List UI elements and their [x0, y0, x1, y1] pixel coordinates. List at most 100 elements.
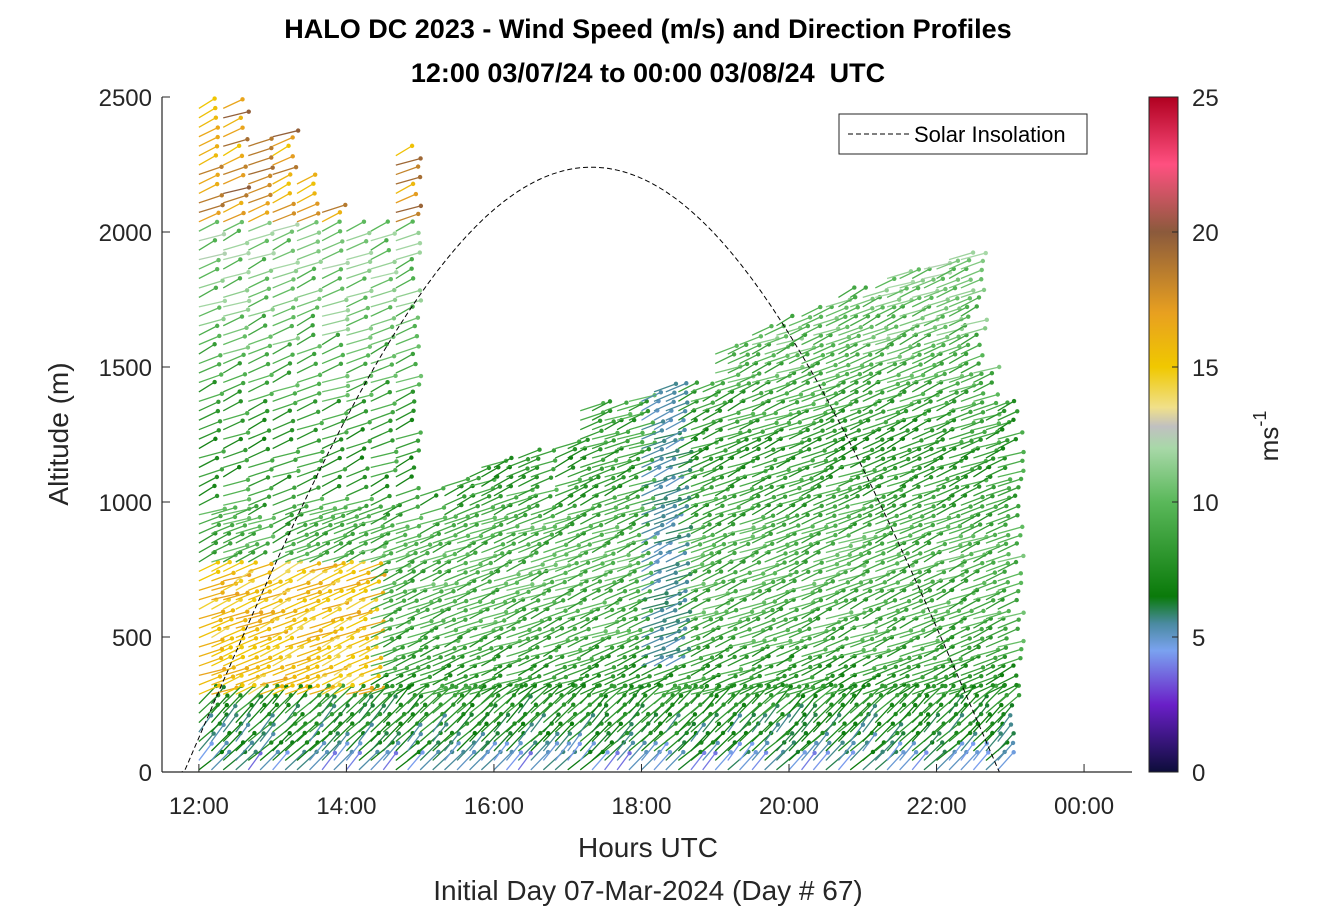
wind-vector-head: [304, 504, 309, 509]
wind-vector-head: [718, 654, 724, 659]
wind-vector: [333, 742, 348, 761]
wind-vector: [309, 542, 329, 554]
wind-vector: [506, 583, 533, 591]
wind-vector-head: [747, 570, 752, 576]
wind-vector: [333, 552, 353, 563]
wind-vector-head: [756, 446, 761, 452]
wind-vector-head: [363, 664, 369, 669]
wind-vector: [272, 610, 296, 620]
wind-vector-head: [722, 495, 727, 500]
wind-vector-head: [266, 286, 272, 291]
wind-vector-head: [337, 455, 342, 461]
wind-vector-head: [882, 466, 888, 472]
wind-vector-head: [873, 629, 878, 634]
wind-vector: [678, 570, 696, 582]
wind-vector: [235, 533, 255, 544]
wind-vector: [640, 742, 657, 761]
wind-vector-head: [415, 164, 421, 169]
wind-vector-head: [635, 589, 641, 594]
wind-vector-head: [831, 343, 836, 348]
wind-vector: [222, 315, 243, 327]
wind-vector: [247, 324, 266, 336]
wind-vector: [628, 705, 644, 724]
wind-vector-head: [463, 560, 468, 566]
wind-vector: [248, 175, 271, 185]
wind-vector: [653, 439, 676, 450]
wind-vector: [469, 591, 494, 601]
wind-vector: [248, 429, 270, 440]
wind-vector-head: [410, 219, 415, 224]
wind-vector: [444, 571, 466, 582]
wind-vector-head: [510, 702, 515, 707]
wind-vector: [678, 543, 701, 554]
wind-vector: [591, 723, 611, 743]
wind-vector: [395, 258, 413, 270]
wind-vector-head: [310, 323, 315, 328]
wind-vector-head: [418, 430, 423, 435]
wind-vector: [580, 411, 604, 421]
wind-vector: [345, 723, 369, 743]
wind-vector-head: [760, 571, 766, 576]
wind-vector-head: [345, 260, 350, 266]
wind-vector-head: [488, 560, 493, 566]
wind-vector-head: [794, 560, 800, 565]
wind-vector-head: [696, 635, 701, 641]
wind-vector: [395, 713, 414, 733]
wind-vector: [641, 592, 667, 601]
wind-vector-head: [242, 523, 248, 528]
wind-vector-head: [660, 419, 666, 424]
wind-vector: [333, 705, 349, 724]
wind-vector: [616, 507, 643, 516]
wind-vector: [628, 713, 649, 733]
wind-vector-head: [375, 749, 380, 755]
wind-vector: [506, 533, 526, 544]
wind-vector: [198, 268, 218, 280]
wind-vector-head: [264, 295, 269, 300]
wind-vector-head: [908, 533, 913, 538]
wind-vector: [567, 637, 587, 648]
wind-vector-head: [311, 266, 317, 272]
wind-vector-head: [587, 721, 592, 726]
wind-vector: [567, 743, 581, 761]
wind-vector: [395, 600, 417, 610]
wind-vector-head: [671, 475, 676, 480]
wind-vector: [518, 646, 538, 658]
wind-vector: [518, 526, 545, 535]
wind-vector: [493, 476, 512, 487]
wind-vector: [481, 636, 500, 648]
wind-vector: [444, 619, 466, 629]
wind-vector-head: [291, 201, 296, 207]
wind-vector: [616, 608, 636, 620]
wind-vector: [432, 608, 450, 620]
wind-vector: [321, 524, 343, 535]
wind-vector-head: [238, 578, 244, 584]
wind-vector-head: [564, 552, 569, 557]
wind-vector: [321, 498, 348, 506]
wind-vector-head: [313, 399, 318, 404]
wind-vector: [272, 429, 293, 440]
wind-vector: [370, 326, 393, 336]
wind-vector: [591, 621, 618, 629]
wind-vector-head: [802, 750, 807, 755]
wind-vector-head: [658, 550, 663, 556]
wind-vector: [321, 211, 341, 223]
wind-vector: [567, 485, 587, 497]
wind-vector: [444, 713, 464, 733]
wind-vector: [272, 316, 294, 327]
wind-vector-head: [316, 438, 322, 443]
wind-vector-head: [526, 504, 532, 510]
wind-vector: [222, 354, 244, 365]
wind-vector-head: [398, 721, 403, 726]
wind-vector-head: [688, 525, 694, 530]
wind-vector: [542, 694, 563, 714]
wind-vector: [395, 732, 414, 752]
wind-vector-head: [318, 628, 323, 633]
wind-vector: [333, 617, 351, 629]
wind-vector: [419, 694, 440, 714]
wind-vector-head: [338, 541, 344, 546]
wind-vector: [198, 363, 220, 374]
wind-vector-head: [219, 193, 224, 198]
wind-vector: [272, 666, 294, 677]
wind-vector: [554, 440, 580, 450]
wind-vector-head: [443, 582, 449, 587]
